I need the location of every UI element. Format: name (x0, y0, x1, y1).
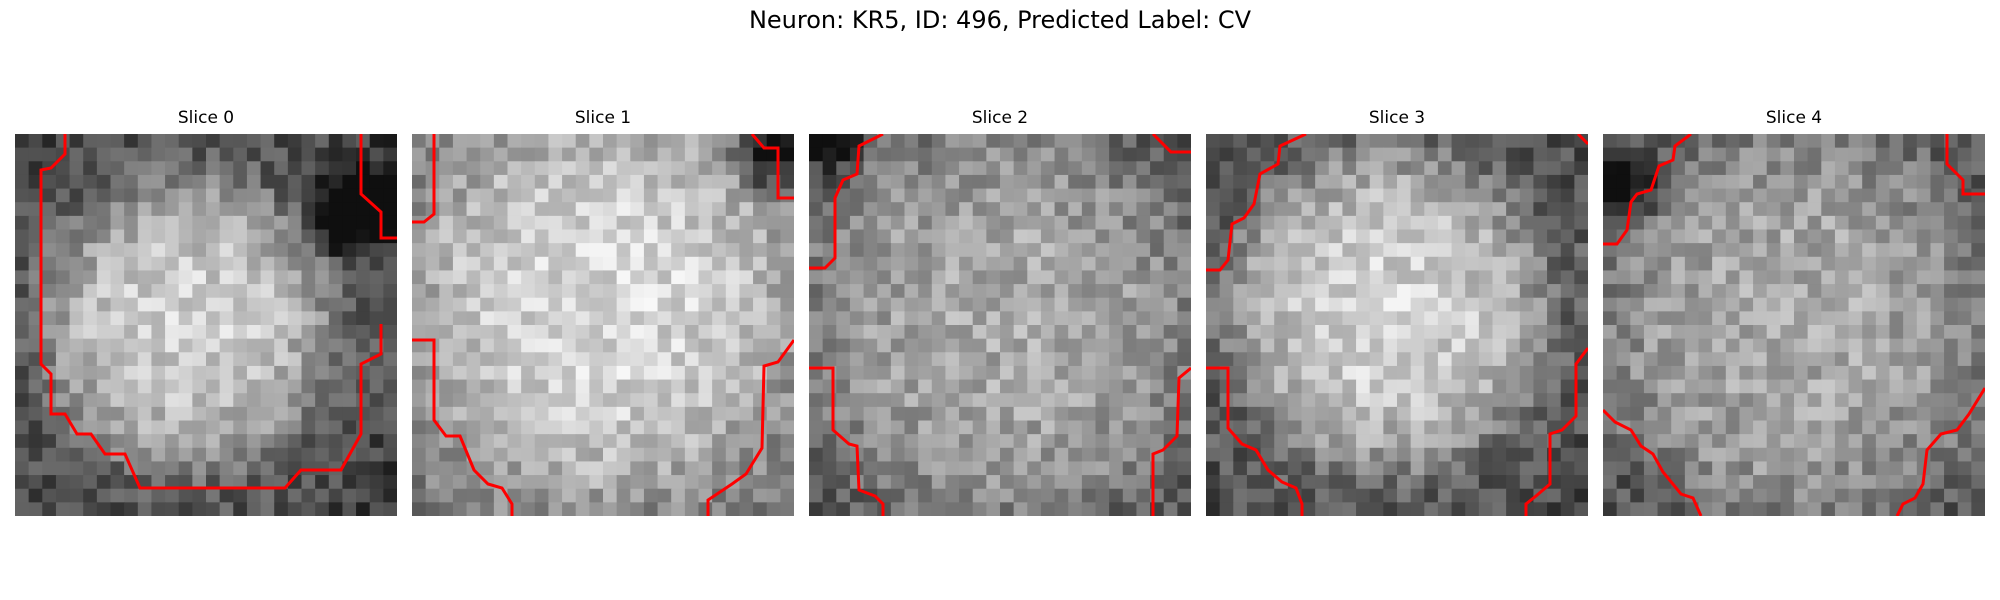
slice-image-0 (15, 134, 397, 516)
slice-image-1 (412, 134, 794, 516)
roi-contour (412, 134, 436, 224)
roi-contour (1206, 134, 1307, 272)
roi-contour (1206, 366, 1304, 516)
slice-image-3 (1206, 134, 1588, 516)
figure-title: Neuron: KR5, ID: 496, Predicted Label: C… (748, 6, 1252, 34)
roi-contour (39, 134, 383, 490)
slice-title-0: Slice 0 (177, 108, 235, 128)
roi-contour (1895, 387, 1985, 516)
roi-contour (1524, 347, 1588, 516)
roi-contour (1151, 134, 1191, 154)
roi-contour (706, 339, 794, 516)
roi-contour (1603, 134, 1692, 246)
roi-contour (1945, 134, 1985, 196)
slice-title-1: Slice 1 (574, 108, 632, 128)
roi-contour (359, 134, 397, 240)
roi-contour (809, 134, 884, 270)
roi-contour (1151, 366, 1191, 516)
roi-contour (809, 366, 885, 516)
roi-contour (750, 134, 794, 200)
slice-image-2 (809, 134, 1191, 516)
slice-title-4: Slice 4 (1765, 108, 1823, 128)
slice-title-3: Slice 3 (1368, 108, 1426, 128)
slice-title-2: Slice 2 (971, 108, 1029, 128)
roi-contour (412, 338, 514, 516)
roi-contour (1576, 134, 1588, 146)
slice-image-4 (1603, 134, 1985, 516)
roi-contour (1603, 408, 1703, 516)
